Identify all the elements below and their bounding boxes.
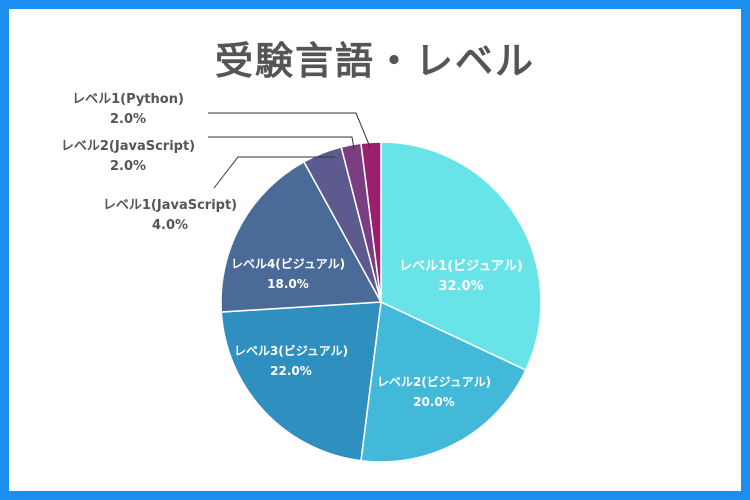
chart-title: 受験言語・レベル (214, 39, 535, 83)
pie-slice-visual-level1 (380, 141, 542, 372)
slice-percent-visual-level2: 20.0% (413, 395, 455, 409)
slice-label-visual-level4: レベル4(ビジュアル) (231, 256, 345, 271)
slice-label-visual-level3: レベル3(ビジュアル) (234, 343, 348, 358)
pie-slice-visual-level4 (220, 160, 383, 313)
slice-label-visual-level2: レベル2(ビジュアル) (377, 374, 491, 389)
slice-label-visual-level1: レベル1(ビジュアル) (399, 258, 523, 274)
pie-slice-python-level1 (360, 141, 382, 303)
slice-percent-visual-level3: 22.0% (270, 364, 312, 378)
slice-label-javascript-level2: レベル2(JavaScript) (61, 139, 195, 154)
pie-slice-visual-level2 (360, 300, 527, 463)
slice-percent-javascript-level1: 4.0% (152, 218, 188, 233)
leader-line-javascript-level2 (208, 136, 355, 150)
slice-percent-visual-level1: 32.0% (438, 279, 483, 294)
slice-label-javascript-level1: レベル1(JavaScript) (103, 198, 237, 213)
pie-slice-visual-level3 (220, 301, 382, 462)
slice-label-python-level1: レベル1(Python) (72, 92, 184, 107)
slice-percent-visual-level4: 18.0% (267, 277, 309, 291)
slice-percent-javascript-level2: 2.0% (110, 159, 146, 174)
leader-line-python-level1 (208, 112, 371, 148)
slice-percent-python-level1: 2.0% (110, 112, 146, 127)
leader-line-javascript-level1 (213, 156, 335, 189)
